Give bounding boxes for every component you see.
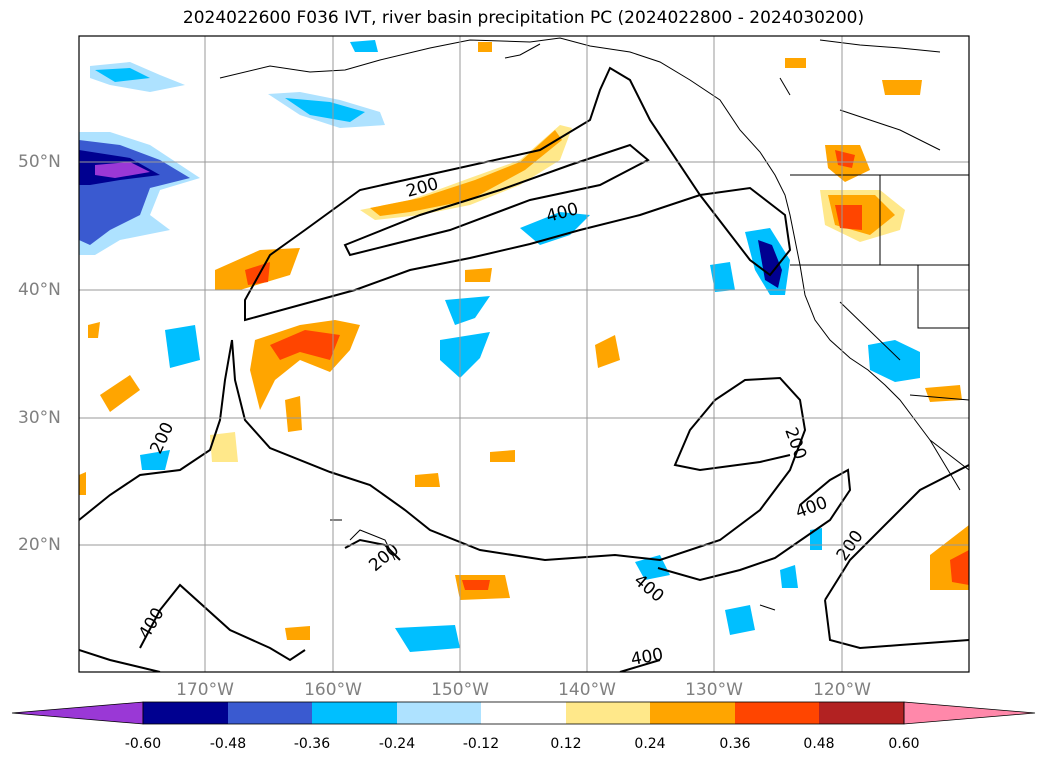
- colorbar: [11, 701, 1036, 725]
- colorbar-tick: 0.36: [719, 736, 751, 752]
- lon-label-150w: 150°W: [431, 680, 489, 700]
- colorbar-seg: [481, 702, 566, 724]
- map-title: 2024022600 F036 IVT, river basin precipi…: [182, 8, 865, 28]
- lat-label-20n: 20°N: [18, 535, 61, 555]
- colorbar-seg: [11, 701, 144, 725]
- colorbar-seg: [650, 702, 735, 724]
- colorbar-tick: 0.48: [803, 736, 835, 752]
- colorbar-seg: [903, 701, 1036, 725]
- contour-label: 400: [629, 645, 664, 670]
- coastline-layer: [219, 37, 969, 611]
- lon-label-140w: 140°W: [558, 680, 616, 700]
- colorbar-seg: [228, 702, 312, 724]
- colorbar-tick: 0.12: [550, 736, 582, 752]
- contour-label: 400: [793, 493, 830, 523]
- colorbar-seg: [566, 702, 650, 724]
- contour-label: 200: [146, 419, 178, 457]
- lon-label-160w: 160°W: [304, 680, 362, 700]
- lon-label-130w: 130°W: [685, 680, 743, 700]
- colorbar-seg: [819, 702, 904, 724]
- negative-anomaly-patches: [79, 40, 920, 652]
- colorbar-tick: 0.24: [634, 736, 666, 752]
- map-panel: 200 400 200 200 200 400 200 400 400 400: [78, 35, 970, 673]
- contour-label: 400: [135, 604, 169, 642]
- colorbar-tick: -0.36: [293, 736, 331, 752]
- colorbar-seg: [143, 702, 228, 724]
- colorbar-tick: -0.12: [462, 736, 500, 752]
- colorbar-seg: [312, 702, 397, 724]
- colorbar-tick: 0.60: [888, 736, 920, 752]
- colorbar-seg: [397, 702, 481, 724]
- colorbar-seg: [735, 702, 819, 724]
- lon-label-170w: 170°W: [176, 680, 234, 700]
- gridlines: [79, 36, 969, 672]
- colorbar-tick: -0.60: [124, 736, 162, 752]
- precipitation-fill-layer: [79, 40, 969, 652]
- lon-label-120w: 120°W: [813, 680, 871, 700]
- lat-label-30n: 30°N: [18, 408, 61, 428]
- ivt-contour-layer: [79, 66, 969, 672]
- map-frame: [78, 35, 970, 673]
- lat-label-50n: 50°N: [18, 152, 61, 172]
- colorbar-tick: -0.48: [209, 736, 247, 752]
- colorbar-tick: -0.24: [378, 736, 416, 752]
- colorbar-frame: [142, 701, 905, 725]
- contour-label: 200: [833, 527, 868, 565]
- lat-label-40n: 40°N: [18, 280, 61, 300]
